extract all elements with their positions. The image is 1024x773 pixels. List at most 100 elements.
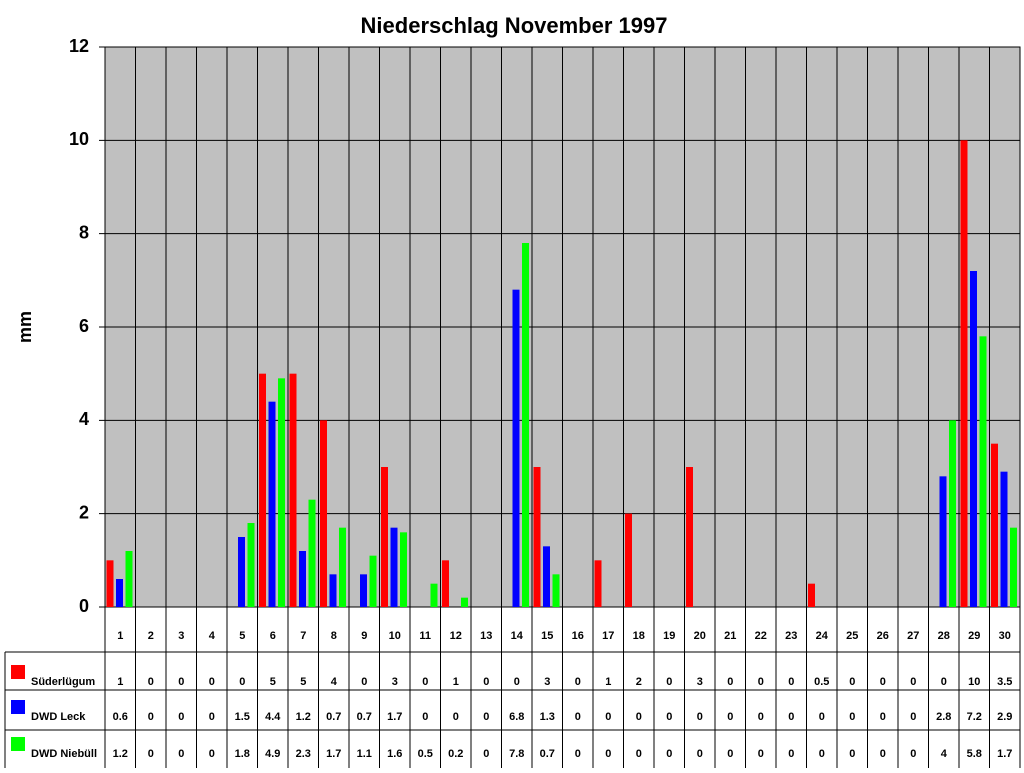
x-tick-label: 29 (968, 630, 980, 642)
table-value: 5 (300, 676, 306, 688)
table-value: 10 (968, 676, 980, 688)
bar (1000, 471, 1008, 607)
y-tick-label: 6 (79, 316, 89, 336)
x-tick-label: 2 (148, 630, 154, 642)
x-tick-label: 30 (999, 630, 1011, 642)
table-value: 0 (178, 711, 184, 723)
table-value: 2.9 (997, 711, 1012, 723)
bar (949, 420, 956, 607)
bar (390, 527, 398, 607)
table-value: 2.8 (936, 711, 951, 723)
y-tick-label: 12 (69, 36, 89, 56)
bar (247, 523, 255, 607)
table-value: 0.7 (326, 711, 341, 723)
table-value: 0 (636, 748, 642, 760)
table-value: 0 (148, 676, 154, 688)
table-value: 0.5 (814, 676, 829, 688)
table-value: 1.5 (235, 711, 250, 723)
bar (381, 467, 388, 607)
table-value: 0 (727, 748, 733, 760)
table-value: 0 (666, 711, 672, 723)
bar (594, 560, 602, 607)
bar (116, 579, 123, 607)
table-value: 0 (575, 748, 581, 760)
bar (360, 574, 367, 607)
x-tick-label: 10 (389, 630, 401, 642)
bar (259, 373, 266, 607)
x-tick-label: 8 (331, 630, 337, 642)
table-value: 1.7 (326, 748, 341, 760)
bar (533, 467, 541, 607)
table-value: 1.1 (357, 748, 372, 760)
x-tick-label: 11 (419, 630, 431, 642)
bar (320, 420, 327, 607)
table-value: 0.7 (540, 748, 555, 760)
y-tick-label: 4 (79, 409, 89, 429)
x-tick-label: 3 (178, 630, 184, 642)
table-value: 0 (788, 676, 794, 688)
table-value: 0 (422, 711, 428, 723)
table-value: 0 (666, 676, 672, 688)
bar (461, 597, 468, 607)
table-value: 1.8 (235, 748, 250, 760)
table-value: 3 (392, 676, 398, 688)
table-value: 0 (910, 676, 916, 688)
bar (522, 243, 529, 607)
table-value: 0.2 (448, 748, 463, 760)
bar (979, 336, 987, 607)
table-value: 4 (331, 676, 338, 688)
bar (970, 271, 977, 607)
x-tick-label: 20 (694, 630, 706, 642)
x-tick-label: 27 (907, 630, 919, 642)
x-tick-label: 7 (300, 630, 306, 642)
table-value: 0 (880, 676, 886, 688)
table-value: 0 (758, 711, 764, 723)
bar (625, 513, 632, 607)
table-value: 0 (819, 748, 825, 760)
bar (442, 560, 449, 607)
table-value: 0 (788, 748, 794, 760)
table-value: 0 (148, 711, 154, 723)
bar (329, 574, 337, 607)
table-value: 4.9 (265, 748, 280, 760)
table-value: 0 (422, 676, 428, 688)
table-value: 1.6 (387, 748, 402, 760)
bar (339, 527, 346, 607)
table-value: 1 (453, 676, 459, 688)
table-value: 1 (117, 676, 123, 688)
y-axis-label: mm (15, 311, 35, 343)
table-value: 3.5 (997, 676, 1012, 688)
table-value: 1.7 (387, 711, 402, 723)
table-value: 0 (483, 711, 489, 723)
table-value: 0 (483, 748, 489, 760)
table-value: 0 (910, 748, 916, 760)
legend-label: DWD Niebüll (31, 748, 97, 760)
bar (238, 537, 245, 607)
table-value: 0 (178, 676, 184, 688)
bar (808, 583, 815, 607)
table-value: 2 (636, 676, 642, 688)
x-tick-label: 15 (541, 630, 553, 642)
x-tick-label: 5 (239, 630, 245, 642)
x-tick-label: 21 (724, 630, 736, 642)
table-value: 0 (178, 748, 184, 760)
table-value: 1.2 (113, 748, 128, 760)
table-value: 0 (941, 676, 947, 688)
y-tick-label: 8 (79, 222, 89, 242)
table-value: 0 (697, 748, 703, 760)
legend-swatch (11, 700, 25, 714)
table-value: 0 (209, 711, 215, 723)
table-value: 0 (605, 748, 611, 760)
x-tick-label: 12 (450, 630, 462, 642)
bar (991, 443, 998, 607)
table-value: 0.6 (113, 711, 128, 723)
x-tick-label: 23 (785, 630, 797, 642)
table-value: 0 (483, 676, 489, 688)
table-value: 1.7 (997, 748, 1012, 760)
table-value: 3 (544, 676, 550, 688)
legend-swatch (11, 665, 25, 679)
x-tick-label: 16 (572, 630, 584, 642)
table-value: 0 (209, 676, 215, 688)
x-tick-label: 19 (663, 630, 675, 642)
